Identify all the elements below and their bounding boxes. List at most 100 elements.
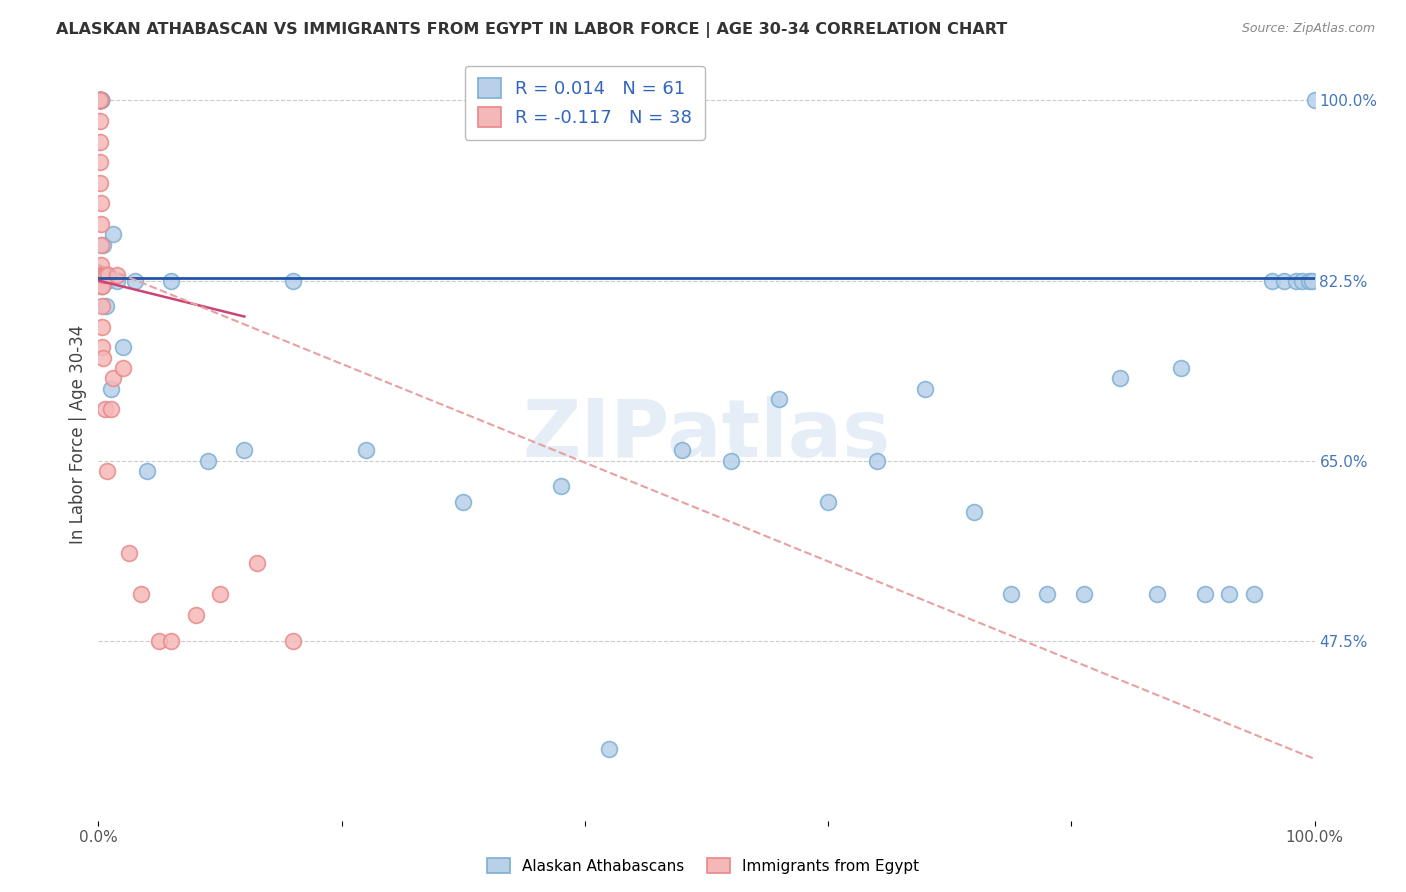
Point <box>817 494 839 508</box>
Point <box>90 258 112 272</box>
Point <box>90 94 112 108</box>
Point <box>91 274 114 288</box>
Point <box>1272 274 1295 288</box>
Point <box>90 274 112 288</box>
Point <box>91 268 114 283</box>
Text: Source: ZipAtlas.com: Source: ZipAtlas.com <box>1241 22 1375 36</box>
Point <box>1298 274 1320 288</box>
Point <box>209 587 232 601</box>
Point <box>281 274 304 288</box>
Y-axis label: In Labor Force | Age 30-34: In Labor Force | Age 30-34 <box>69 326 87 544</box>
Point <box>89 94 111 108</box>
Point <box>453 494 475 508</box>
Point <box>94 268 117 283</box>
Point <box>1170 361 1192 376</box>
Text: ZIPatlas: ZIPatlas <box>523 396 890 474</box>
Point <box>1303 94 1326 108</box>
Point <box>91 278 114 293</box>
Legend: Alaskan Athabascans, Immigrants from Egypt: Alaskan Athabascans, Immigrants from Egy… <box>481 852 925 880</box>
Point <box>93 268 115 283</box>
Point <box>101 371 124 385</box>
Point <box>91 274 114 288</box>
Point <box>914 382 936 396</box>
Point <box>89 135 111 149</box>
Point <box>96 464 118 478</box>
Point <box>90 268 112 283</box>
Point <box>1218 587 1240 601</box>
Point <box>111 340 134 354</box>
Point <box>89 114 111 128</box>
Point <box>97 268 120 283</box>
Point <box>89 94 111 108</box>
Point <box>671 443 693 458</box>
Point <box>148 633 170 648</box>
Point <box>100 382 122 396</box>
Point <box>111 361 134 376</box>
Point <box>91 319 114 334</box>
Point <box>720 453 742 467</box>
Point <box>91 274 114 288</box>
Point <box>90 237 112 252</box>
Point <box>90 94 112 108</box>
Point <box>129 587 152 601</box>
Point <box>1291 274 1313 288</box>
Point <box>1285 274 1308 288</box>
Point <box>91 340 114 354</box>
Point <box>94 299 117 313</box>
Point <box>90 94 112 108</box>
Point <box>160 633 183 648</box>
Point <box>97 268 120 283</box>
Legend: R = 0.014   N = 61, R = -0.117   N = 38: R = 0.014 N = 61, R = -0.117 N = 38 <box>465 66 704 140</box>
Point <box>89 94 111 108</box>
Point <box>1109 371 1132 385</box>
Point <box>91 351 114 365</box>
Text: ALASKAN ATHABASCAN VS IMMIGRANTS FROM EGYPT IN LABOR FORCE | AGE 30-34 CORRELATI: ALASKAN ATHABASCAN VS IMMIGRANTS FROM EG… <box>56 22 1008 38</box>
Point <box>90 217 112 231</box>
Point <box>118 546 141 560</box>
Point <box>1146 587 1168 601</box>
Point <box>90 94 112 108</box>
Point <box>93 402 115 417</box>
Point <box>354 443 377 458</box>
Point <box>768 392 790 406</box>
Point <box>96 274 118 288</box>
Point <box>90 196 112 211</box>
Point <box>598 741 620 756</box>
Point <box>89 94 111 108</box>
Point <box>89 94 111 108</box>
Point <box>93 274 115 288</box>
Point <box>1261 274 1284 288</box>
Point <box>89 94 111 108</box>
Point <box>91 274 114 288</box>
Point <box>160 274 183 288</box>
Point <box>1073 587 1095 601</box>
Point <box>233 443 256 458</box>
Point <box>281 633 304 648</box>
Point <box>1036 587 1059 601</box>
Point <box>101 227 124 242</box>
Point <box>89 155 111 169</box>
Point <box>91 278 114 293</box>
Point <box>245 557 267 571</box>
Point <box>105 274 128 288</box>
Point <box>91 268 114 283</box>
Point <box>90 278 112 293</box>
Point <box>963 505 986 519</box>
Point <box>91 274 114 288</box>
Point <box>1243 587 1265 601</box>
Point <box>184 607 207 622</box>
Point <box>197 453 219 467</box>
Point <box>89 94 111 108</box>
Point <box>550 479 572 493</box>
Point <box>1000 587 1022 601</box>
Point <box>866 453 889 467</box>
Point <box>89 94 111 108</box>
Point <box>100 402 122 417</box>
Point <box>91 299 114 313</box>
Point <box>89 176 111 190</box>
Point <box>1194 587 1216 601</box>
Point <box>124 274 146 288</box>
Point <box>91 237 114 252</box>
Point <box>91 274 114 288</box>
Point <box>90 94 112 108</box>
